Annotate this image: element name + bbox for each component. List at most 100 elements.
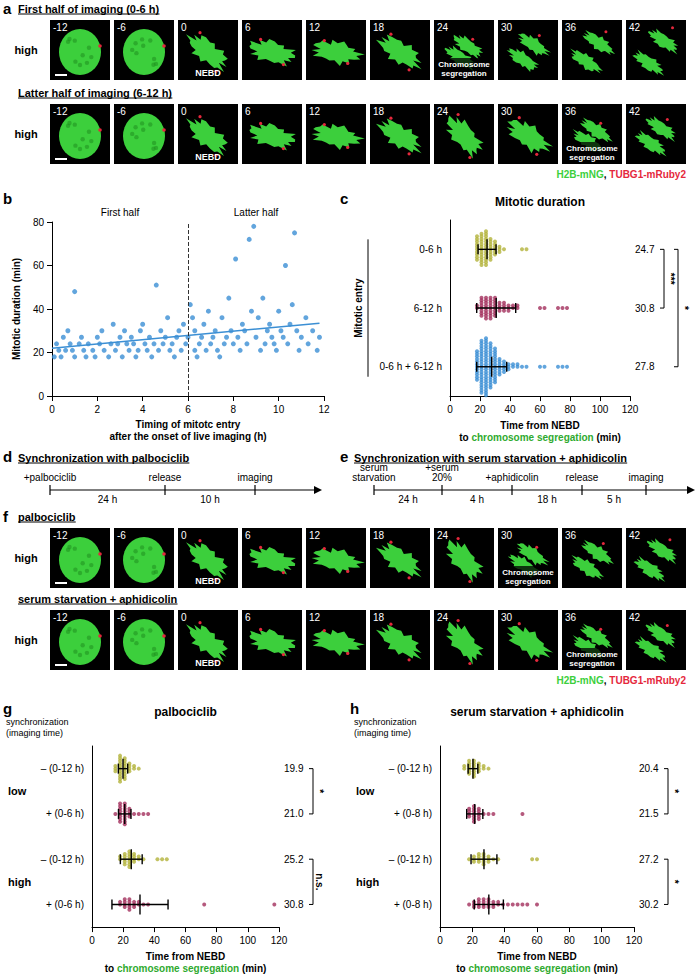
svg-text:20: 20 bbox=[467, 935, 479, 946]
svg-text:Timing of mitotc entry: Timing of mitotc entry bbox=[136, 419, 241, 430]
svg-text:0: 0 bbox=[447, 404, 453, 415]
svg-text:*: * bbox=[669, 789, 680, 793]
svg-text:NEBD: NEBD bbox=[195, 658, 221, 668]
svg-text:12: 12 bbox=[309, 22, 321, 33]
svg-text:24: 24 bbox=[437, 106, 449, 117]
svg-text:100: 100 bbox=[592, 404, 609, 415]
svg-text:27.2: 27.2 bbox=[639, 854, 659, 865]
svg-text:30: 30 bbox=[501, 106, 513, 117]
svg-text:serum starvation + aphidicolin: serum starvation + aphidicolin bbox=[18, 593, 178, 605]
svg-text:21.5: 21.5 bbox=[639, 808, 659, 819]
svg-text:segregation: segregation bbox=[569, 659, 614, 668]
svg-text:First half of imaging (0-6 h): First half of imaging (0-6 h) bbox=[18, 3, 160, 15]
svg-text:12: 12 bbox=[309, 612, 321, 623]
svg-text:serum starvation + aphidicolin: serum starvation + aphidicolin bbox=[450, 705, 624, 719]
svg-text:20: 20 bbox=[474, 404, 486, 415]
svg-text:4: 4 bbox=[140, 404, 146, 415]
svg-text:-6: -6 bbox=[117, 106, 126, 117]
svg-text:– (0-12 h): – (0-12 h) bbox=[389, 854, 432, 865]
svg-text:-12: -12 bbox=[53, 22, 68, 33]
svg-text:+ (0-6 h): + (0-6 h) bbox=[46, 808, 84, 819]
svg-text:42: 42 bbox=[629, 612, 641, 623]
svg-text:Mitotic entry: Mitotic entry bbox=[353, 278, 364, 338]
svg-text:Time from NEBD: Time from NEBD bbox=[146, 951, 225, 962]
svg-text:-12: -12 bbox=[53, 612, 68, 623]
svg-text:36: 36 bbox=[565, 612, 577, 623]
svg-text:120: 120 bbox=[626, 935, 643, 946]
svg-text:30.2: 30.2 bbox=[639, 899, 659, 910]
svg-text:NEBD: NEBD bbox=[195, 576, 221, 586]
svg-text:(min): (min) bbox=[591, 963, 618, 974]
svg-text:18 h: 18 h bbox=[537, 494, 556, 505]
svg-text:10 h: 10 h bbox=[200, 494, 219, 505]
svg-text:low: low bbox=[8, 785, 27, 797]
svg-text:(min): (min) bbox=[594, 432, 621, 443]
svg-text:0: 0 bbox=[437, 935, 443, 946]
svg-text:high: high bbox=[14, 128, 37, 140]
svg-text:6: 6 bbox=[245, 612, 251, 623]
svg-text:5 h: 5 h bbox=[607, 494, 621, 505]
svg-text:chromosome segregation: chromosome segregation bbox=[471, 432, 593, 443]
svg-text:n.s.: n.s. bbox=[314, 873, 325, 890]
svg-text:segregation: segregation bbox=[441, 69, 486, 78]
svg-text:chromosome segregation: chromosome segregation bbox=[117, 963, 239, 974]
svg-text:24.7: 24.7 bbox=[635, 244, 655, 255]
svg-text:0: 0 bbox=[181, 22, 187, 33]
svg-text:synchronization: synchronization bbox=[6, 717, 69, 727]
svg-text:40: 40 bbox=[149, 935, 161, 946]
svg-text:60: 60 bbox=[531, 935, 543, 946]
svg-text:high: high bbox=[356, 876, 379, 888]
svg-text:– (0-12 h): – (0-12 h) bbox=[389, 763, 432, 774]
svg-text:120: 120 bbox=[622, 404, 639, 415]
svg-text:12: 12 bbox=[318, 404, 330, 415]
svg-text:b: b bbox=[3, 190, 12, 207]
svg-text:42: 42 bbox=[629, 22, 641, 33]
svg-text:12: 12 bbox=[309, 106, 321, 117]
svg-text:40: 40 bbox=[504, 404, 516, 415]
svg-text:H2B-mNG, TUBG1-mRuby2: H2B-mNG, TUBG1-mRuby2 bbox=[557, 675, 687, 686]
svg-text:synchronization: synchronization bbox=[354, 717, 417, 727]
svg-text:(imaging time): (imaging time) bbox=[6, 728, 63, 738]
svg-text:40: 40 bbox=[33, 304, 45, 315]
svg-text:Chromosome: Chromosome bbox=[566, 144, 618, 153]
svg-text:30.8: 30.8 bbox=[284, 899, 304, 910]
svg-text:Chromosome: Chromosome bbox=[438, 60, 490, 69]
svg-text:42: 42 bbox=[629, 106, 641, 117]
svg-text:high: high bbox=[14, 44, 37, 56]
svg-text:Mitotic duration (min): Mitotic duration (min) bbox=[11, 258, 22, 360]
svg-text:*: * bbox=[669, 880, 680, 884]
svg-text:a: a bbox=[3, 0, 12, 17]
svg-text:30: 30 bbox=[501, 612, 513, 623]
svg-text:24: 24 bbox=[437, 530, 449, 541]
svg-text:6: 6 bbox=[245, 106, 251, 117]
svg-text:0: 0 bbox=[181, 612, 187, 623]
svg-text:imaging: imaging bbox=[237, 472, 272, 483]
svg-text:palbociclib: palbociclib bbox=[154, 705, 217, 719]
svg-text:30: 30 bbox=[501, 22, 513, 33]
svg-text:high: high bbox=[14, 552, 37, 564]
svg-text:24 h: 24 h bbox=[398, 494, 417, 505]
svg-text:to: to bbox=[105, 963, 117, 974]
svg-text:18: 18 bbox=[373, 106, 385, 117]
svg-text:0: 0 bbox=[181, 530, 187, 541]
svg-text:0-6 h: 0-6 h bbox=[419, 244, 442, 255]
svg-text:high: high bbox=[14, 634, 37, 646]
svg-text:80: 80 bbox=[564, 404, 576, 415]
svg-text:0: 0 bbox=[49, 404, 55, 415]
svg-text:100: 100 bbox=[239, 935, 256, 946]
svg-text:– (0-12 h): – (0-12 h) bbox=[41, 763, 84, 774]
svg-text:***: *** bbox=[665, 273, 676, 285]
svg-text:6-12 h: 6-12 h bbox=[414, 303, 442, 314]
svg-text:36: 36 bbox=[565, 22, 577, 33]
svg-text:d: d bbox=[3, 448, 12, 465]
svg-text:+palbociclib: +palbociclib bbox=[24, 472, 77, 483]
svg-text:Synchronization with palbocicl: Synchronization with palbociclib bbox=[18, 452, 189, 464]
svg-text:H2B-mNG, TUBG1-mRuby2: H2B-mNG, TUBG1-mRuby2 bbox=[557, 169, 687, 180]
svg-text:g: g bbox=[3, 700, 12, 717]
svg-text:6: 6 bbox=[245, 22, 251, 33]
svg-text:palbociclib: palbociclib bbox=[18, 511, 76, 523]
svg-text:36: 36 bbox=[565, 530, 577, 541]
svg-text:First half: First half bbox=[101, 207, 140, 218]
svg-text:after the onset of live imagin: after the onset of live imaging (h) bbox=[109, 431, 266, 442]
svg-text:+aphidicolin: +aphidicolin bbox=[485, 472, 538, 483]
